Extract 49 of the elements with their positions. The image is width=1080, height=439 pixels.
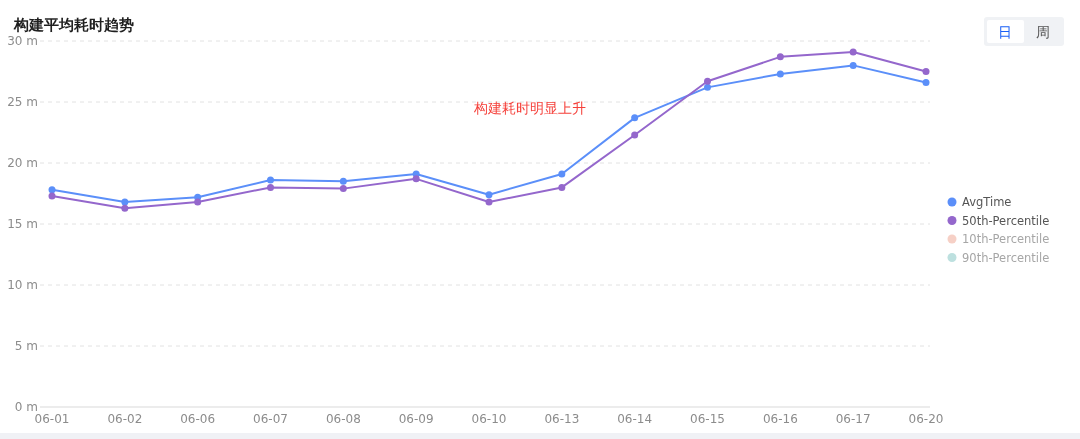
y-tick-label: 15 m xyxy=(7,217,38,231)
point xyxy=(849,61,857,69)
x-tick-label: 06-14 xyxy=(617,412,653,426)
x-tick-label: 06-01 xyxy=(34,412,70,426)
x-tick-label: 06-13 xyxy=(544,412,580,426)
point xyxy=(558,183,566,191)
point xyxy=(48,186,56,194)
chart-title: 构建平均耗时趋势 xyxy=(13,16,134,33)
x-tick-label: 06-20 xyxy=(908,412,944,426)
y-tick-label: 25 m xyxy=(7,95,38,109)
point xyxy=(267,183,274,191)
x-tick-label: 06-15 xyxy=(690,412,725,426)
point xyxy=(776,70,784,78)
y-tick-label: 0 m xyxy=(14,400,38,414)
point xyxy=(121,204,129,212)
point xyxy=(48,192,56,200)
y-tick-label: 10 m xyxy=(7,278,38,292)
point xyxy=(631,131,639,139)
point xyxy=(704,83,711,91)
point xyxy=(849,48,857,56)
x-tick-label: 06-07 xyxy=(253,412,288,426)
legend-label: AvgTime xyxy=(962,195,1012,209)
x-tick-label: 06-17 xyxy=(835,412,871,426)
text: 周 xyxy=(1036,24,1050,40)
y-tick-label: 5 m xyxy=(14,339,38,353)
text: 日 xyxy=(998,24,1012,40)
point xyxy=(412,175,420,183)
point xyxy=(704,77,711,85)
x-tick-label: 06-06 xyxy=(180,412,216,426)
x-tick-label: 06-08 xyxy=(325,412,361,426)
point xyxy=(485,198,493,206)
x-tick-label: 06-09 xyxy=(398,412,434,426)
point xyxy=(922,68,930,75)
point xyxy=(339,177,347,185)
point xyxy=(558,170,566,178)
x-tick-label: 06-16 xyxy=(762,412,798,426)
point xyxy=(339,185,347,193)
point xyxy=(267,176,274,184)
point xyxy=(631,114,639,122)
point xyxy=(194,198,202,206)
y-tick-label: 20 m xyxy=(7,156,38,170)
point xyxy=(776,53,784,61)
point xyxy=(485,191,493,199)
annotation: 构建耗时明显上升 xyxy=(473,100,586,116)
x-tick-label: 06-10 xyxy=(471,412,507,426)
x-tick-label: 06-02 xyxy=(107,412,143,426)
point xyxy=(922,78,930,86)
point xyxy=(121,198,129,206)
y-tick-label: 30 m xyxy=(7,34,38,48)
